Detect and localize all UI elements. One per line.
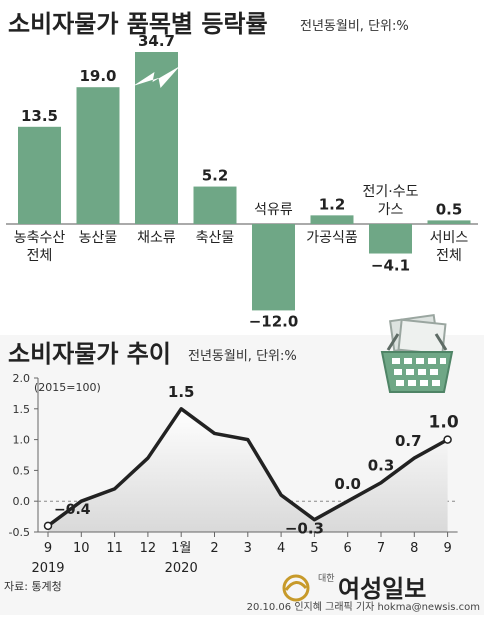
logo-small-text: 대한 <box>318 573 335 584</box>
data-point <box>43 521 53 531</box>
x-tick-label: 4 <box>277 541 285 556</box>
x-tick-label: 8 <box>410 541 418 556</box>
bar-category-label: 농축수산 전체 <box>14 230 66 264</box>
x-tick-label: 6 <box>344 541 352 556</box>
point-value-label: −0.3 <box>285 520 324 538</box>
logo-emblem-icon <box>282 574 310 602</box>
bar-value-label: −4.1 <box>371 257 410 275</box>
bar-value-label: 5.2 <box>202 167 229 185</box>
point-value-label: 0.3 <box>368 457 395 475</box>
point-value-label: 0.7 <box>395 432 422 450</box>
bar <box>310 215 354 224</box>
bar-category-label: 가공식품 <box>306 230 358 246</box>
point-value-label: 0.0 <box>334 475 361 493</box>
base-year-note: (2015=100) <box>34 381 101 394</box>
x-tick-label: 1월 <box>171 541 191 556</box>
bar-value-label: 13.5 <box>21 107 58 125</box>
x-tick-label: 9 <box>44 541 52 556</box>
shopping-basket-icon <box>380 313 454 393</box>
line-chart: 2.0 1.5 1.0 0.5 0.0 -0.5 9 10 11 12 1월 2 3 4 5 6 7 8 9 2019… <box>9 372 459 576</box>
bar-category-label: 서비스 전체 <box>430 230 469 264</box>
bar-chart: 13.5 농축수산 전체 19.0 농산물 34.7 채소류 5.2 축산물 −12.0 석유류 1.… <box>6 32 478 330</box>
bar-category-label: 석유류 <box>254 202 293 218</box>
year-label: 2020 <box>165 561 198 576</box>
bar-value-label: 0.5 <box>436 200 463 218</box>
line-chart-subtitle: 전년동월비, 단위:% <box>188 349 297 364</box>
bar-category-label: 농산물 <box>79 230 118 246</box>
year-label: 2019 <box>31 561 64 576</box>
y-tick-label: -0.5 <box>9 526 30 539</box>
point-value-label: 1.0 <box>429 413 459 433</box>
bar <box>193 186 237 224</box>
bar-value-label: 34.7 <box>138 32 175 50</box>
bar-value-label: 1.2 <box>319 195 346 213</box>
bar-category-label: 축산물 <box>196 230 235 246</box>
x-tick-label: 9 <box>443 541 451 556</box>
data-point <box>443 435 452 444</box>
bar-value-label: 19.0 <box>79 67 116 85</box>
logo-text: 여성일보 <box>338 575 426 603</box>
point-value-label: −0.4 <box>54 502 91 518</box>
y-tick-label: 0.0 <box>13 495 31 508</box>
bar-category-label: 전기·수도 가스 <box>363 184 419 218</box>
source-label: 자료: 통계청 <box>4 580 62 593</box>
bar-category-label: 채소류 <box>137 230 176 246</box>
bar <box>135 52 178 224</box>
y-tick-label: 2.0 <box>13 372 31 385</box>
bar <box>369 224 412 254</box>
x-tick-label: 5 <box>310 541 318 556</box>
y-tick-label: 0.5 <box>13 464 31 477</box>
x-tick-label: 12 <box>140 541 157 556</box>
bar <box>76 87 120 224</box>
x-tick-label: 2 <box>210 541 218 556</box>
x-tick-label: 3 <box>244 541 252 556</box>
point-value-label: 1.5 <box>168 383 195 401</box>
bar-chart-subtitle: 전년동월비, 단위:% <box>300 19 409 34</box>
bar-value-label: −12.0 <box>249 312 299 330</box>
bar <box>18 126 61 224</box>
y-tick-label: 1.5 <box>13 403 31 416</box>
credit-label: 20.10.06 인지혜 그래픽 기자 hokma@newsis.com <box>247 601 480 613</box>
y-tick-label: 1.0 <box>13 434 31 447</box>
newspaper-logo: 대한 여성일보 <box>282 573 426 603</box>
bar <box>252 224 295 311</box>
line-chart-title: 소비자물가 추이 <box>8 340 171 368</box>
x-tick-label: 7 <box>377 541 385 556</box>
bar-section-background <box>0 0 484 335</box>
series-line <box>46 407 449 528</box>
bar-chart-title: 소비자물가 품목별 등락률 <box>8 10 268 38</box>
x-tick-label: 11 <box>106 541 123 556</box>
x-tick-label: 10 <box>73 541 90 556</box>
bar <box>427 220 471 224</box>
